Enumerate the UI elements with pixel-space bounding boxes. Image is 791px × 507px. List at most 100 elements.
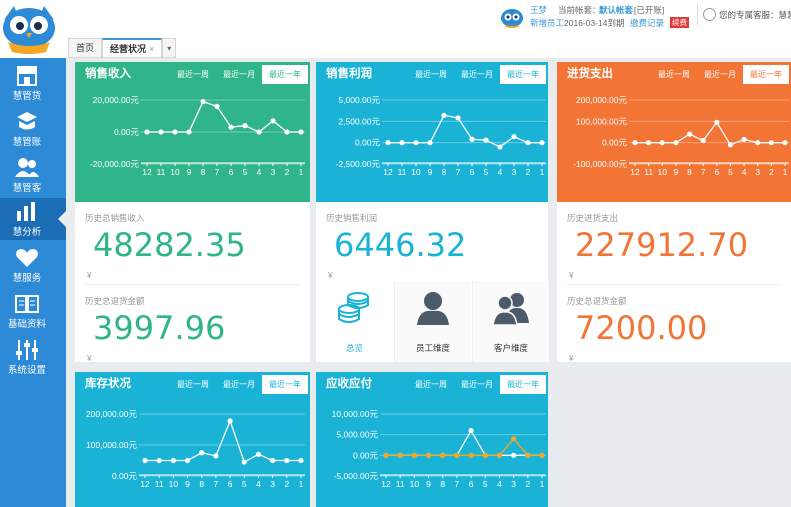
sidebar-item-analysis[interactable]: 慧分析	[0, 198, 66, 240]
data-point[interactable]	[399, 140, 405, 146]
data-point[interactable]	[214, 103, 220, 109]
data-point[interactable]	[284, 129, 290, 135]
data-point[interactable]	[511, 436, 517, 442]
range-tab-week[interactable]: 最近一周	[658, 70, 690, 79]
data-point[interactable]	[256, 129, 262, 135]
data-point[interactable]	[255, 451, 262, 457]
data-point[interactable]	[144, 129, 150, 135]
data-point[interactable]	[659, 140, 665, 146]
range-tab-year[interactable]: 最近一年	[500, 65, 546, 84]
data-point[interactable]	[483, 137, 489, 143]
range-tab-year[interactable]: 最近一年	[743, 65, 789, 84]
data-point[interactable]	[511, 452, 517, 458]
data-point[interactable]	[632, 140, 638, 146]
data-point[interactable]	[383, 452, 389, 458]
range-tab-month[interactable]: 最近一月	[223, 380, 255, 389]
range-tab-year[interactable]: 最近一年	[262, 375, 308, 394]
data-point[interactable]	[397, 452, 403, 458]
data-point[interactable]	[525, 140, 531, 146]
data-point[interactable]	[468, 452, 474, 458]
data-point[interactable]	[741, 136, 747, 143]
sidebar-item-customers[interactable]: 慧管客	[0, 154, 66, 196]
sidebar-item-settings[interactable]: 系统设置	[0, 336, 66, 378]
tab-dropdown-button[interactable]: ▾	[162, 38, 177, 58]
account-name-link[interactable]: 默认帐套	[599, 5, 634, 15]
data-point[interactable]	[170, 457, 176, 464]
data-point[interactable]	[186, 129, 192, 135]
data-point[interactable]	[213, 453, 219, 459]
data-point[interactable]	[298, 129, 304, 135]
data-point[interactable]	[242, 123, 248, 129]
data-point[interactable]	[727, 142, 734, 148]
data-point[interactable]	[646, 140, 652, 146]
data-point[interactable]	[385, 140, 391, 146]
data-point[interactable]	[413, 140, 419, 146]
range-tab-week[interactable]: 最近一周	[415, 380, 447, 389]
data-point[interactable]	[714, 119, 720, 125]
data-point[interactable]	[469, 136, 475, 142]
data-point[interactable]	[755, 140, 761, 146]
data-point[interactable]	[686, 131, 693, 137]
tab-business-status[interactable]: 经营状况 ×	[102, 38, 163, 58]
payment-records-link[interactable]: 缴费记录	[630, 18, 665, 28]
range-tab-week[interactable]: 最近一周	[177, 70, 209, 79]
data-point[interactable]	[497, 144, 503, 150]
data-point[interactable]	[525, 452, 531, 458]
data-point[interactable]	[441, 112, 447, 118]
data-point[interactable]	[270, 118, 276, 124]
data-point[interactable]	[454, 452, 460, 458]
data-point[interactable]	[539, 140, 545, 146]
data-point[interactable]	[199, 450, 205, 456]
user-name[interactable]: 王梦	[530, 5, 548, 15]
data-point[interactable]	[768, 140, 774, 146]
data-point[interactable]	[700, 137, 706, 144]
owl-logo-icon[interactable]	[0, 0, 58, 58]
sidebar-item-basic-data[interactable]: 基础资料	[0, 290, 66, 332]
customer-dimension-tile[interactable]: 客户维度	[472, 281, 549, 362]
data-point[interactable]	[227, 418, 233, 424]
data-point[interactable]	[228, 124, 234, 130]
data-point[interactable]	[172, 129, 178, 135]
data-point[interactable]	[411, 452, 417, 458]
data-point[interactable]	[270, 457, 276, 464]
range-tab-month[interactable]: 最近一月	[461, 380, 493, 389]
data-point[interactable]	[284, 457, 290, 464]
range-tab-year[interactable]: 最近一年	[262, 65, 308, 84]
data-point[interactable]	[440, 452, 446, 458]
data-point[interactable]	[156, 457, 162, 464]
x-tick-label: 11	[155, 479, 164, 489]
range-tab-week[interactable]: 最近一周	[415, 70, 447, 79]
overview-tile[interactable]: 总览	[316, 281, 393, 362]
series-line	[145, 418, 301, 463]
data-point[interactable]	[241, 459, 247, 465]
data-point[interactable]	[200, 99, 206, 105]
range-tab-year[interactable]: 最近一年	[500, 375, 546, 394]
data-point[interactable]	[298, 457, 304, 464]
data-point[interactable]	[158, 129, 164, 135]
sidebar-item-accounts[interactable]: 慧管账	[0, 108, 66, 150]
range-tab-month[interactable]: 最近一月	[704, 70, 736, 79]
tab-home[interactable]: 首页	[68, 38, 103, 58]
data-point[interactable]	[427, 140, 433, 146]
range-tab-month[interactable]: 最近一月	[461, 70, 493, 79]
sidebar-item-service[interactable]: 慧服务	[0, 244, 66, 286]
user-avatar-icon[interactable]	[500, 6, 524, 28]
data-point[interactable]	[673, 140, 679, 146]
data-point[interactable]	[482, 452, 488, 458]
data-point[interactable]	[539, 452, 545, 458]
range-tab-month[interactable]: 最近一月	[223, 70, 255, 79]
data-point[interactable]	[496, 452, 503, 458]
close-icon[interactable]: ×	[149, 44, 155, 54]
customer-service[interactable]: 您的专属客服：慧慧	[703, 8, 791, 21]
data-point[interactable]	[425, 452, 432, 458]
data-point[interactable]	[468, 427, 474, 434]
data-point[interactable]	[142, 457, 148, 464]
sidebar-item-goods[interactable]: 慧管货	[0, 62, 66, 104]
renew-button[interactable]: 续费	[670, 17, 689, 28]
data-point[interactable]	[455, 115, 461, 121]
employee-dimension-tile[interactable]: 员工维度	[394, 281, 471, 362]
range-tab-week[interactable]: 最近一周	[177, 380, 209, 389]
data-point[interactable]	[184, 457, 191, 464]
data-point[interactable]	[511, 134, 517, 140]
data-point[interactable]	[782, 140, 788, 146]
